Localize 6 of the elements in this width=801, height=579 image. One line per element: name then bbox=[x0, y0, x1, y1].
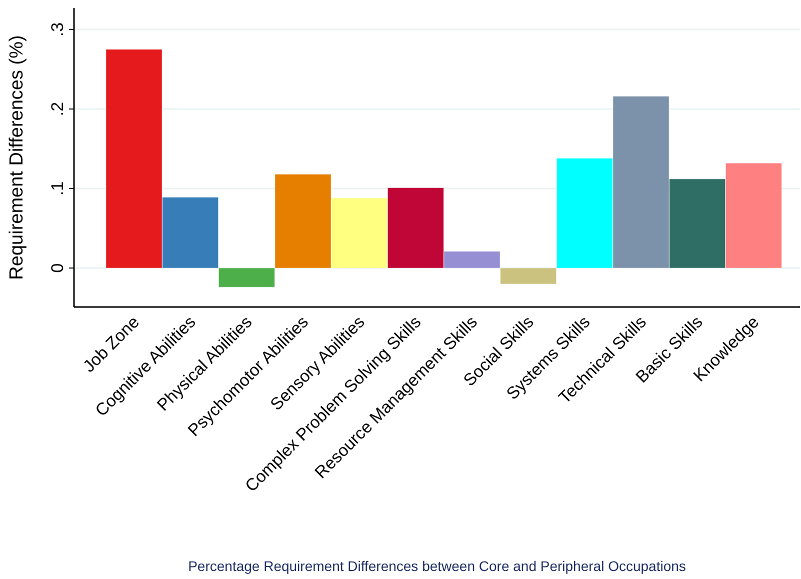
y-tick-label: 0 bbox=[48, 263, 67, 273]
y-tick-label: .3 bbox=[48, 22, 67, 37]
y-axis-title: Requirement Differences (%) bbox=[6, 35, 28, 280]
x-axis-title: Percentage Requirement Differences between Core and Peripheral Occupations bbox=[188, 558, 686, 574]
y-tick-label: .1 bbox=[48, 181, 67, 196]
y-tick-label: .2 bbox=[48, 102, 67, 116]
